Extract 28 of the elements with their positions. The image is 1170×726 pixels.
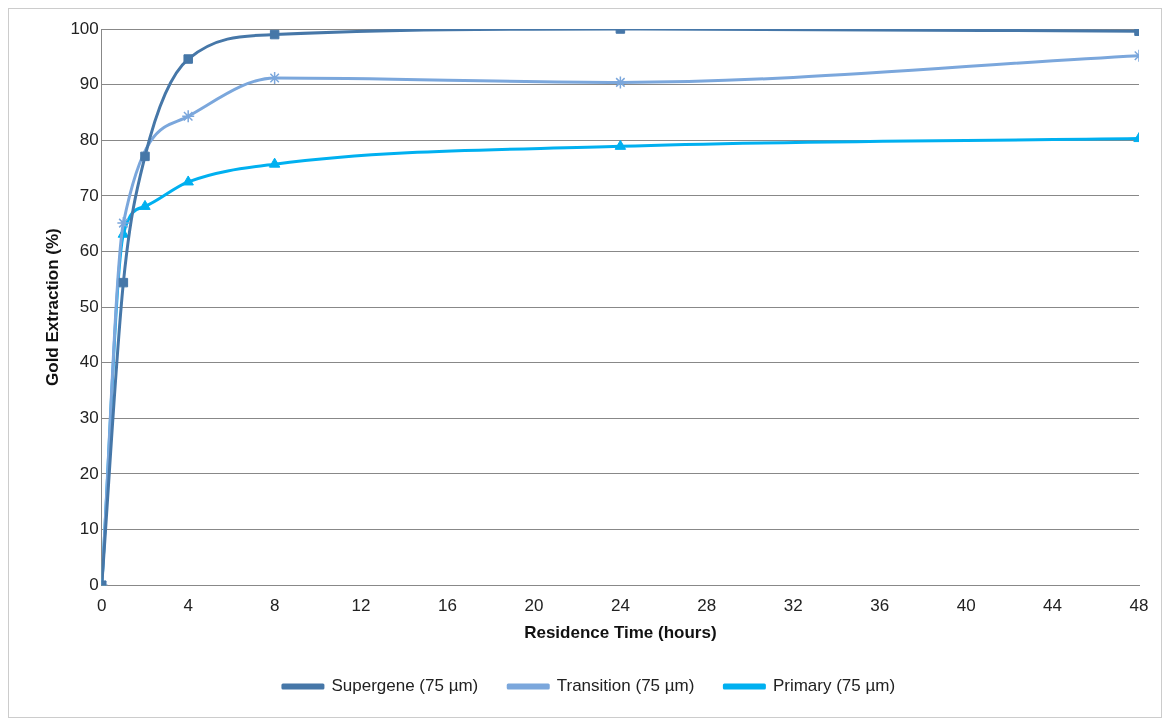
y-axis-title: Gold Extraction (%) — [42, 228, 62, 386]
y-tick-label: 40 — [79, 352, 99, 372]
legend-label: Transition (75 µm) — [556, 676, 695, 696]
y-tick-label: 60 — [79, 241, 99, 261]
y-tick-label: 0 — [89, 574, 99, 594]
y-tick-label: 10 — [79, 519, 99, 539]
x-tick-label: 48 — [1129, 596, 1149, 616]
x-tick-label: 4 — [183, 596, 193, 616]
x-axis-title: Residence Time (hours) — [524, 623, 717, 643]
x-tick-label: 16 — [438, 596, 457, 616]
x-tick-label: 24 — [610, 596, 630, 616]
legend-label: Supergene (75 µm) — [331, 676, 479, 696]
x-tick-label: 20 — [524, 596, 544, 616]
y-tick-label: 20 — [79, 463, 99, 483]
x-tick-label: 32 — [783, 596, 803, 616]
x-tick-label: 8 — [269, 596, 280, 616]
x-tick-label: 28 — [697, 596, 717, 616]
y-tick-label: 100 — [70, 18, 99, 38]
legend-label: Primary (75 µm) — [772, 676, 896, 696]
x-tick-label: 40 — [956, 596, 976, 616]
x-tick-label: 12 — [351, 596, 371, 616]
y-tick-label: 50 — [79, 296, 99, 316]
x-tick-label: 44 — [1043, 596, 1063, 616]
y-tick-label: 80 — [79, 129, 99, 149]
y-tick-label: 30 — [79, 408, 99, 428]
x-tick-label: 36 — [870, 596, 890, 616]
y-tick-label: 90 — [79, 74, 99, 94]
y-tick-label: 70 — [79, 185, 99, 205]
